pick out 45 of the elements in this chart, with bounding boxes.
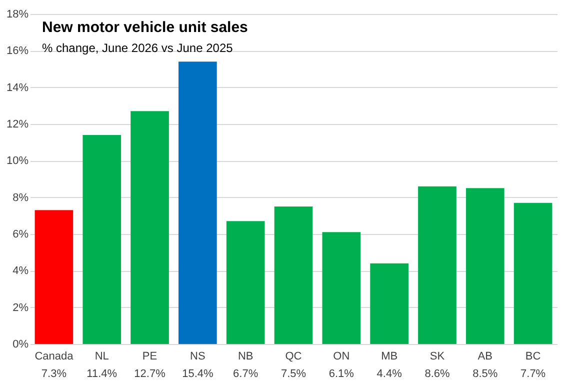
data-label: 4.4%: [376, 368, 402, 380]
x-tick-label: MB: [381, 350, 398, 362]
data-label: 7.7%: [520, 368, 546, 380]
bar: [274, 206, 313, 344]
text: % change, June 2026 vs June 2025: [42, 41, 234, 55]
data-label: 7.5%: [280, 368, 306, 380]
y-tick-label: 6%: [12, 228, 29, 240]
bar: [466, 188, 504, 344]
x-tick-label: NB: [238, 350, 254, 362]
y-tick-label: 10%: [6, 155, 29, 168]
bar: [178, 62, 217, 344]
y-tick-label: 0%: [12, 338, 29, 350]
data-label: 15.4%: [182, 368, 214, 380]
bar: [82, 135, 122, 344]
bar: [130, 111, 169, 344]
x-tick-label: AB: [478, 350, 492, 362]
y-tick-label: 4%: [12, 265, 29, 278]
y-tick-label: 2%: [12, 302, 29, 314]
bar: [322, 232, 361, 344]
chart-title: New motor vehicle unit sales: [42, 19, 248, 36]
y-tick-label: 8%: [12, 192, 29, 204]
data-label: 6.1%: [328, 368, 354, 380]
bar: [226, 221, 265, 344]
y-tick-label: 12%: [6, 118, 29, 130]
bar: [370, 263, 408, 344]
x-tick-label: QC: [285, 350, 302, 362]
y-tick-label: 14%: [6, 82, 29, 94]
x-tick-label: BC: [525, 350, 541, 362]
data-label: 11.4%: [86, 368, 118, 380]
bar: [514, 202, 552, 344]
y-tick-label: 18%: [6, 8, 29, 20]
x-tick-label: Canada: [34, 350, 74, 362]
bar: [34, 210, 74, 344]
data-label: 7.3%: [41, 368, 67, 380]
data-label: 8.5%: [472, 368, 498, 380]
x-tick-label: NL: [94, 350, 109, 362]
x-tick-label: NS: [190, 350, 206, 362]
data-label: 6.7%: [233, 368, 258, 380]
bar: [418, 186, 456, 344]
y-tick-label: 16%: [6, 45, 29, 58]
x-tick-label: SK: [430, 350, 446, 362]
data-label: 12.7%: [134, 368, 166, 380]
x-tick-label: ON: [333, 350, 350, 362]
data-label: 8.6%: [424, 368, 450, 380]
x-tick-label: PE: [142, 350, 158, 362]
